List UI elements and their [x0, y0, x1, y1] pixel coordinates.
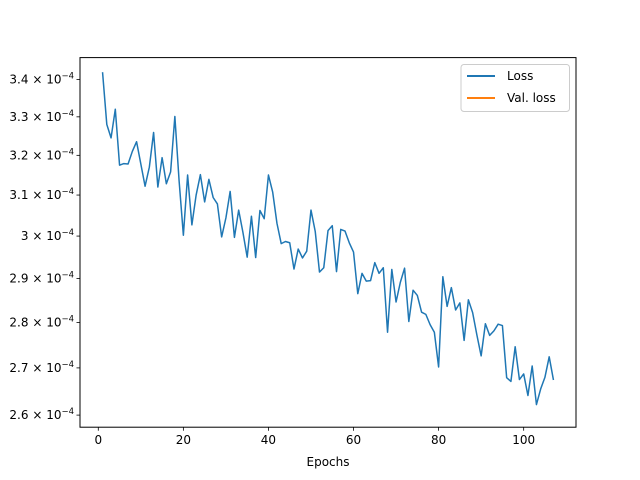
- y-tick-label: 2.8 × 10−4: [9, 314, 74, 329]
- x-tick-label: 60: [346, 433, 361, 447]
- x-tick-label: 0: [94, 433, 102, 447]
- legend-label-loss: Loss: [507, 69, 533, 83]
- x-tick-label: 100: [512, 433, 535, 447]
- y-tick-label: 3.1 × 10−4: [9, 187, 74, 202]
- y-tick-label: 3.2 × 10−4: [9, 147, 74, 162]
- x-axis-label: Epochs: [307, 455, 350, 469]
- y-tick-label: 2.6 × 10−4: [9, 407, 74, 422]
- axis-ticks: 0 20 40 60 80 100 2.6 × 10−4 2.7 × 10−4 2.8 × 10…: [9, 71, 535, 447]
- legend: Loss Val. loss: [460, 64, 570, 112]
- y-tick-label: 2.7 × 10−4: [9, 360, 74, 375]
- y-tick-label: 2.9 × 10−4: [9, 270, 74, 285]
- plot-area: [101, 72, 555, 406]
- series-line-loss: [101, 72, 555, 406]
- x-tick-label: 20: [176, 433, 191, 447]
- x-tick-label: 40: [261, 433, 276, 447]
- y-tick-label: 3.4 × 10−4: [9, 71, 74, 86]
- plot-frame: [79, 57, 577, 428]
- legend-label-val-loss: Val. loss: [507, 91, 556, 105]
- y-tick-label: 3.3 × 10−4: [9, 109, 74, 124]
- x-tick-label: 80: [431, 433, 446, 447]
- y-tick-label: 3 × 10−4: [21, 228, 74, 243]
